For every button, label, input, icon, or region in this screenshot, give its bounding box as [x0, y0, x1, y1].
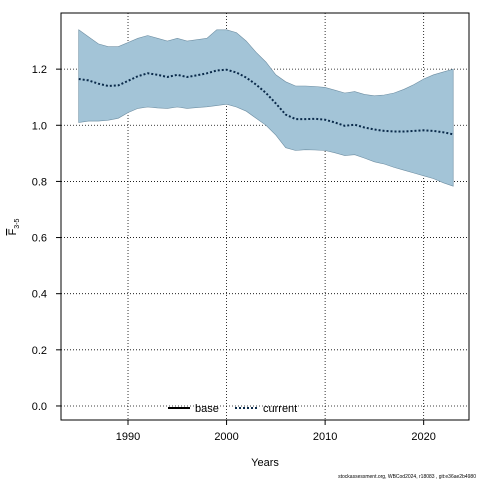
footer-credit: stockassessment.org, WBCod2024, r18083 ,… [338, 474, 476, 480]
y-tick-label: 0.2 [32, 345, 47, 357]
series-lines-group [78, 68, 454, 136]
y-tick-label: 0.6 [32, 233, 47, 245]
legend-label-current: current [263, 403, 297, 415]
confidence-band-group [78, 29, 454, 187]
legend: base current [168, 403, 297, 415]
y-tick-label: 0.4 [32, 289, 47, 301]
y-axis-title-main: F [7, 228, 19, 235]
y-axis: 0.0 0.2 0.4 0.6 0.8 1.0 1.2 [32, 64, 61, 413]
confidence-band-current [78, 29, 454, 187]
x-axis: 1990 2000 2010 2020 [116, 420, 436, 443]
y-tick-label: 1.2 [32, 64, 47, 76]
y-tick-label: 1.0 [32, 120, 47, 132]
plot-frame [60, 12, 470, 421]
x-axis-title: Years [251, 457, 279, 469]
x-tick-label: 2020 [411, 431, 435, 443]
series-line-current [78, 68, 454, 136]
x-tick-label: 1990 [116, 431, 140, 443]
y-tick-label: 0.0 [32, 401, 47, 413]
x-tick-label: 2010 [313, 431, 337, 443]
svg-text:F3-5: F3-5 [7, 218, 21, 235]
x-tick-label: 2000 [214, 431, 238, 443]
legend-label-base: base [195, 403, 219, 415]
y-axis-title-sub: 3-5 [14, 218, 21, 228]
y-tick-label: 0.8 [32, 176, 47, 188]
y-axis-title: F3-5 [7, 218, 21, 235]
